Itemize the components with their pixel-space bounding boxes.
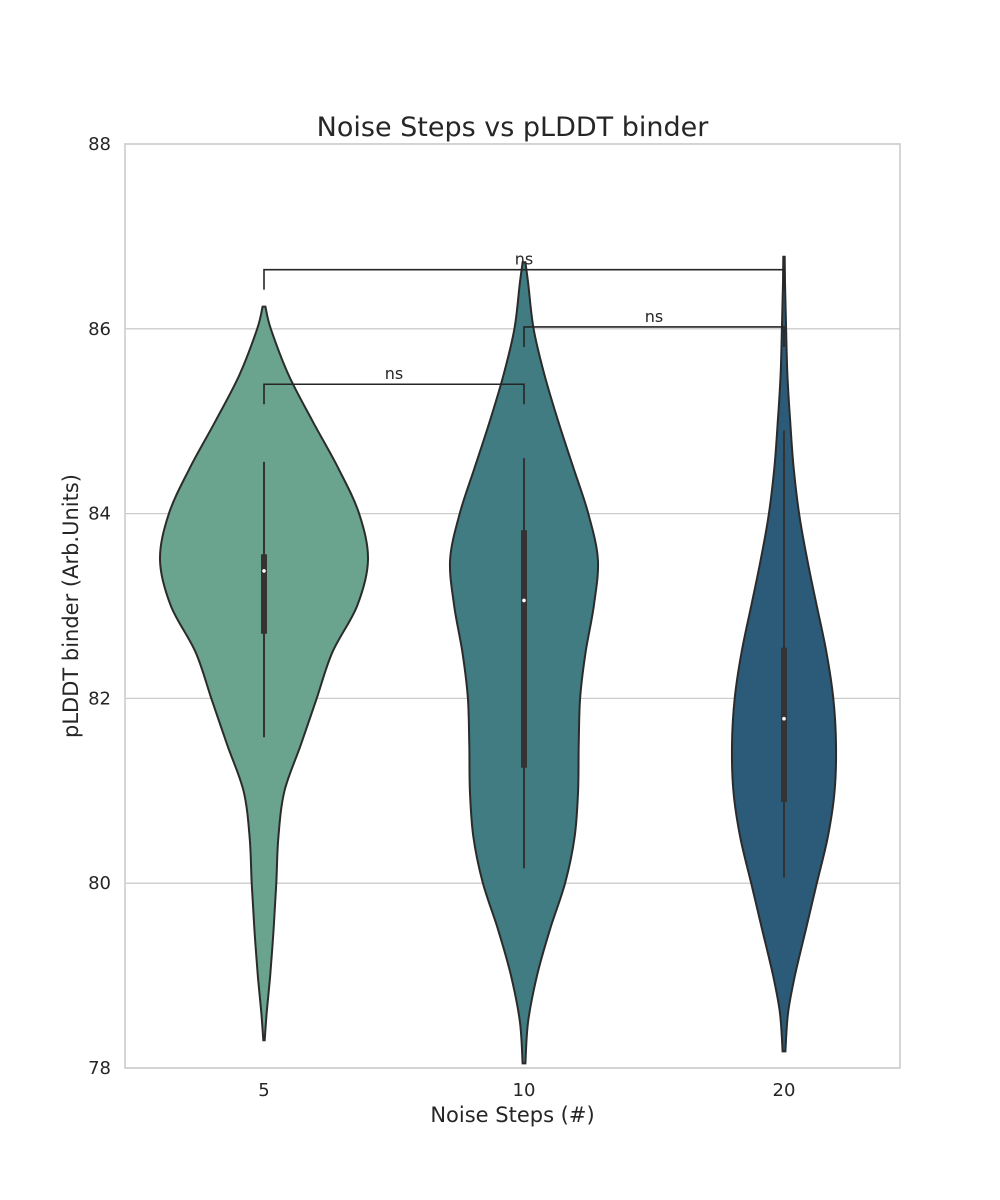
- x-tick-label: 5: [258, 1080, 269, 1101]
- significance-bracket: [263, 383, 525, 405]
- y-tick-label: 78: [88, 1058, 111, 1079]
- significance-bracket: [523, 326, 785, 347]
- y-tick-labels: 78 80 82 84 86 88: [88, 134, 111, 1079]
- y-tick-label: 88: [88, 134, 111, 155]
- x-tick-label: 10: [513, 1080, 536, 1101]
- y-tick-label: 80: [88, 873, 111, 894]
- median-10: [522, 598, 526, 603]
- chart-title: Noise Steps vs pLDDT binder: [317, 112, 710, 143]
- y-tick-label: 84: [88, 504, 111, 525]
- y-tick-label: 82: [88, 688, 111, 709]
- significance-annotations: ns ns ns: [263, 250, 785, 405]
- inner-boxes: [261, 430, 787, 878]
- y-axis-label: pLDDT binder (Arb.Units): [59, 474, 83, 738]
- x-axis-label: Noise Steps (#): [430, 1103, 594, 1127]
- x-tick-labels: 5 10 20: [258, 1080, 795, 1101]
- plot-frame: [124, 143, 901, 1069]
- significance-label: ns: [385, 364, 403, 383]
- significance-label: ns: [645, 307, 663, 326]
- median-5: [262, 569, 266, 573]
- y-tick-label: 86: [88, 319, 111, 340]
- x-tick-label: 20: [773, 1080, 796, 1101]
- median-20: [782, 716, 786, 721]
- significance-label: ns: [515, 250, 533, 269]
- significance-bracket: [263, 268, 785, 290]
- violins: [158, 255, 838, 1065]
